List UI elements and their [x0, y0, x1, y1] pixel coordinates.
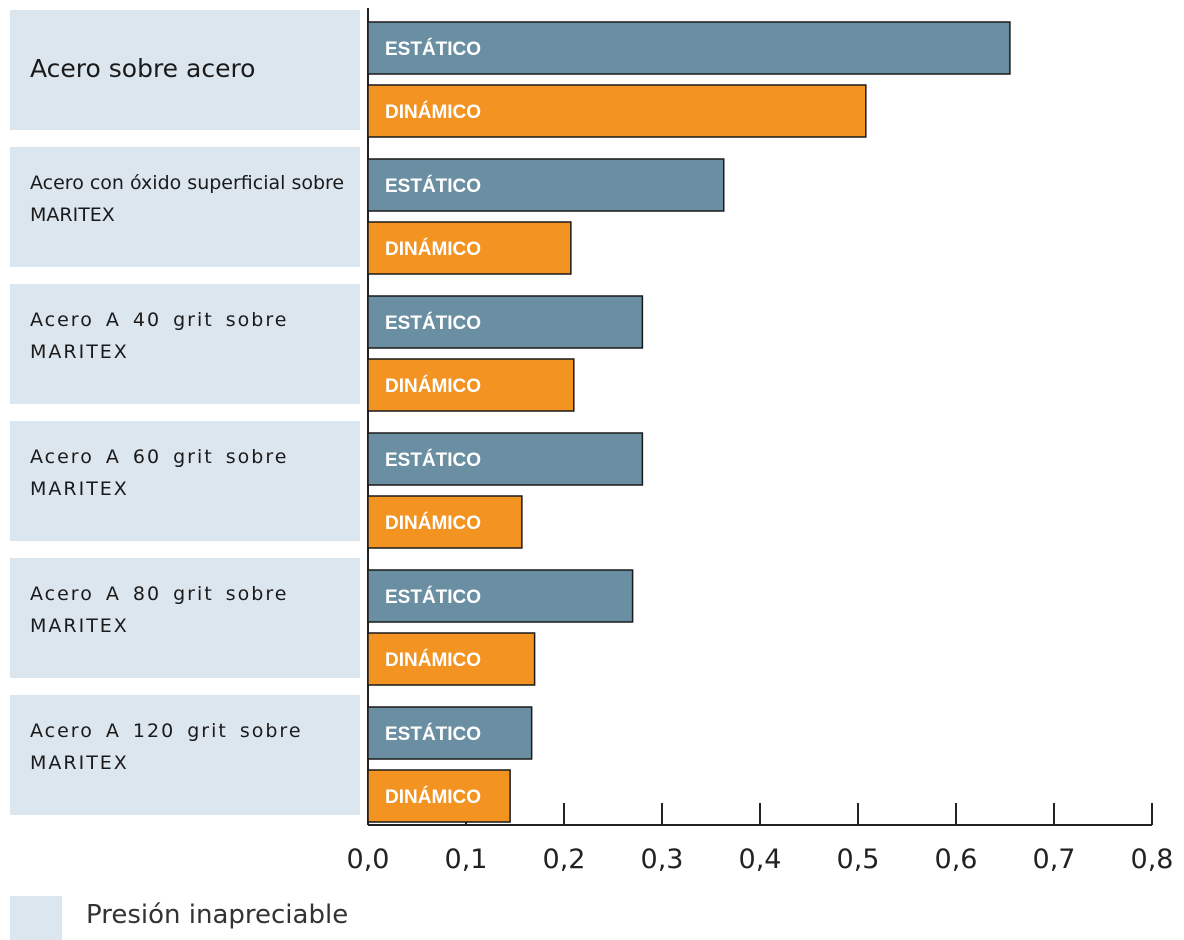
x-tick-label: 0,6: [935, 844, 978, 875]
static-bar: [367, 21, 1011, 75]
dynamic-bar: [367, 221, 572, 275]
static-bar: [367, 432, 644, 486]
static-bar: [367, 706, 533, 760]
category-label: Acero A 120 grit sobre MARITEX: [30, 720, 303, 774]
category-box: [10, 558, 360, 678]
category-label: Acero A 80 grit sobre MARITEX: [30, 583, 289, 637]
dynamic-bar: [367, 632, 536, 686]
category-label: Acero A 40 grit sobre MARITEX: [30, 309, 289, 363]
category-label: Acero A 60 grit sobre MARITEX: [30, 446, 289, 500]
legend-swatch: [10, 896, 62, 940]
dynamic-bar: [367, 495, 523, 549]
category-box: [10, 147, 360, 267]
static-bar: [367, 295, 644, 349]
legend-label: Presión inapreciable: [86, 900, 349, 930]
category-box: [10, 421, 360, 541]
category-box: [10, 695, 360, 815]
static-bar: [367, 569, 634, 623]
dynamic-bar-label: DINÁMICO: [385, 786, 481, 808]
dynamic-bar: [367, 769, 511, 823]
category-box: [10, 10, 360, 130]
x-tick-label: 0,1: [445, 844, 488, 875]
x-tick-label: 0,7: [1033, 844, 1076, 875]
dynamic-bar-label: DINÁMICO: [385, 512, 481, 534]
x-tick-label: 0,3: [641, 844, 684, 875]
static-bar: [367, 158, 725, 212]
static-bar-label: ESTÁTICO: [385, 449, 481, 471]
static-bar-label: ESTÁTICO: [385, 312, 481, 334]
x-tick-label: 0,0: [347, 844, 390, 875]
dynamic-bar-label: DINÁMICO: [385, 101, 481, 123]
static-bar-label: ESTÁTICO: [385, 38, 481, 60]
x-tick-label: 0,5: [837, 844, 880, 875]
x-tick-label: 0,2: [543, 844, 586, 875]
dynamic-bar-label: DINÁMICO: [385, 375, 481, 397]
x-tick-label: 0,4: [739, 844, 782, 875]
dynamic-bar: [367, 84, 867, 138]
static-bar-label: ESTÁTICO: [385, 586, 481, 608]
category-label: Acero sobre acero: [30, 54, 256, 83]
dynamic-bar-label: DINÁMICO: [385, 238, 481, 260]
category-label: Acero con óxido superficial sobre MARITE…: [30, 172, 345, 226]
dynamic-bar-label: DINÁMICO: [385, 649, 481, 671]
dynamic-bar: [367, 358, 575, 412]
category-box: [10, 284, 360, 404]
x-tick-label: 0,8: [1131, 844, 1174, 875]
static-bar-label: ESTÁTICO: [385, 723, 481, 745]
static-bar-label: ESTÁTICO: [385, 175, 481, 197]
